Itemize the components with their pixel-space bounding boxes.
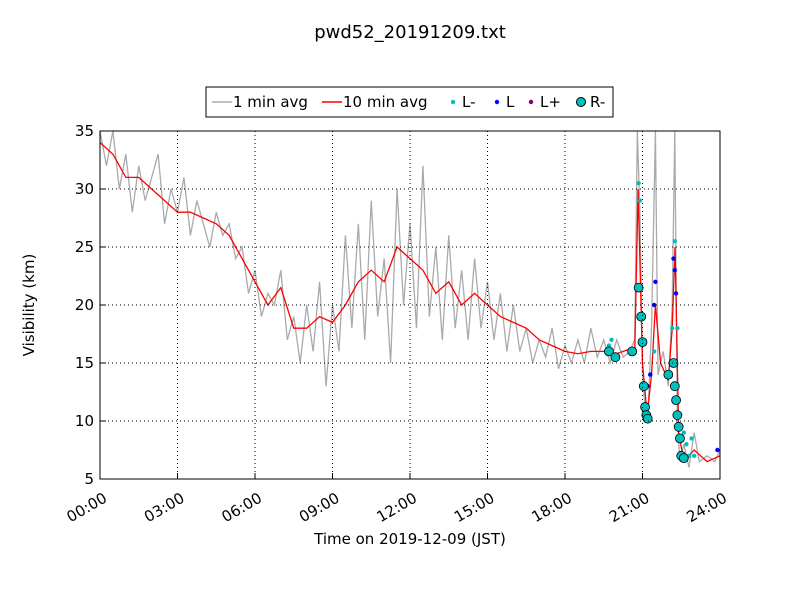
- y-tick-label: 20: [75, 296, 94, 314]
- data-point: [670, 326, 675, 331]
- data-point: [675, 326, 680, 331]
- data-point: [675, 433, 685, 444]
- data-point: [653, 279, 658, 284]
- y-tick-label: 30: [75, 180, 94, 198]
- data-point: [627, 346, 638, 357]
- data-point: [633, 282, 644, 293]
- data-point: [637, 337, 648, 348]
- x-tick-label: 03:00: [141, 489, 187, 526]
- chart-title: pwd52_20191209.txt: [314, 22, 506, 43]
- legend-label: 1 min avg: [233, 93, 308, 111]
- x-tick-label: 21:00: [606, 489, 652, 526]
- data-point: [671, 256, 676, 261]
- plot-area: [100, 131, 720, 468]
- data-point: [672, 410, 683, 421]
- legend-label: L-: [462, 93, 476, 111]
- data-point: [673, 291, 679, 296]
- series-line: [100, 142, 720, 464]
- data-point: [609, 337, 614, 342]
- data-point: [672, 239, 677, 244]
- data-point: [636, 311, 647, 322]
- data-point: [610, 352, 621, 363]
- legend-swatch: [450, 99, 456, 105]
- data-point: [715, 447, 720, 453]
- y-tick-label: 25: [75, 238, 94, 256]
- legend-swatch: [576, 97, 586, 107]
- data-point: [689, 436, 694, 441]
- legend-box: [205, 86, 614, 118]
- data-point: [663, 369, 674, 380]
- x-tick-label: 24:00: [684, 489, 730, 526]
- data-point: [671, 395, 681, 406]
- data-point: [640, 402, 650, 412]
- legend-label: L: [506, 93, 515, 111]
- x-tick-label: 15:00: [451, 489, 497, 526]
- legend-label: R-: [590, 93, 605, 111]
- y-tick-label: 5: [84, 470, 94, 488]
- data-point: [669, 381, 680, 392]
- series-line: [100, 131, 720, 468]
- x-tick-label: 00:00: [64, 489, 110, 526]
- y-tick-label: 15: [75, 354, 94, 372]
- legend-swatch: [494, 99, 500, 105]
- legend-label: 10 min avg: [343, 93, 428, 111]
- data-point: [648, 372, 653, 377]
- x-tick-label: 09:00: [296, 489, 342, 526]
- x-tick-label: 06:00: [219, 489, 265, 526]
- data-point: [678, 453, 689, 464]
- data-point: [638, 381, 649, 392]
- data-point: [636, 181, 641, 186]
- data-point: [651, 302, 657, 308]
- data-point: [681, 430, 687, 435]
- legend-label: L+: [540, 93, 561, 111]
- data-point: [642, 413, 653, 424]
- data-point: [672, 268, 677, 273]
- data-point: [684, 442, 689, 447]
- y-tick-label: 10: [75, 412, 94, 430]
- x-axis-label: Time on 2019-12-09 (JST): [313, 530, 506, 548]
- data-point: [651, 349, 657, 354]
- y-tick-label: 35: [75, 122, 94, 140]
- data-point: [604, 346, 614, 357]
- data-point: [637, 198, 643, 203]
- x-tick-label: 12:00: [374, 489, 420, 526]
- y-axis-label: Visibility (km): [20, 254, 38, 357]
- legend-swatch: [528, 99, 534, 105]
- x-tick-label: 18:00: [529, 489, 575, 526]
- data-point: [673, 421, 684, 432]
- data-point: [691, 453, 697, 458]
